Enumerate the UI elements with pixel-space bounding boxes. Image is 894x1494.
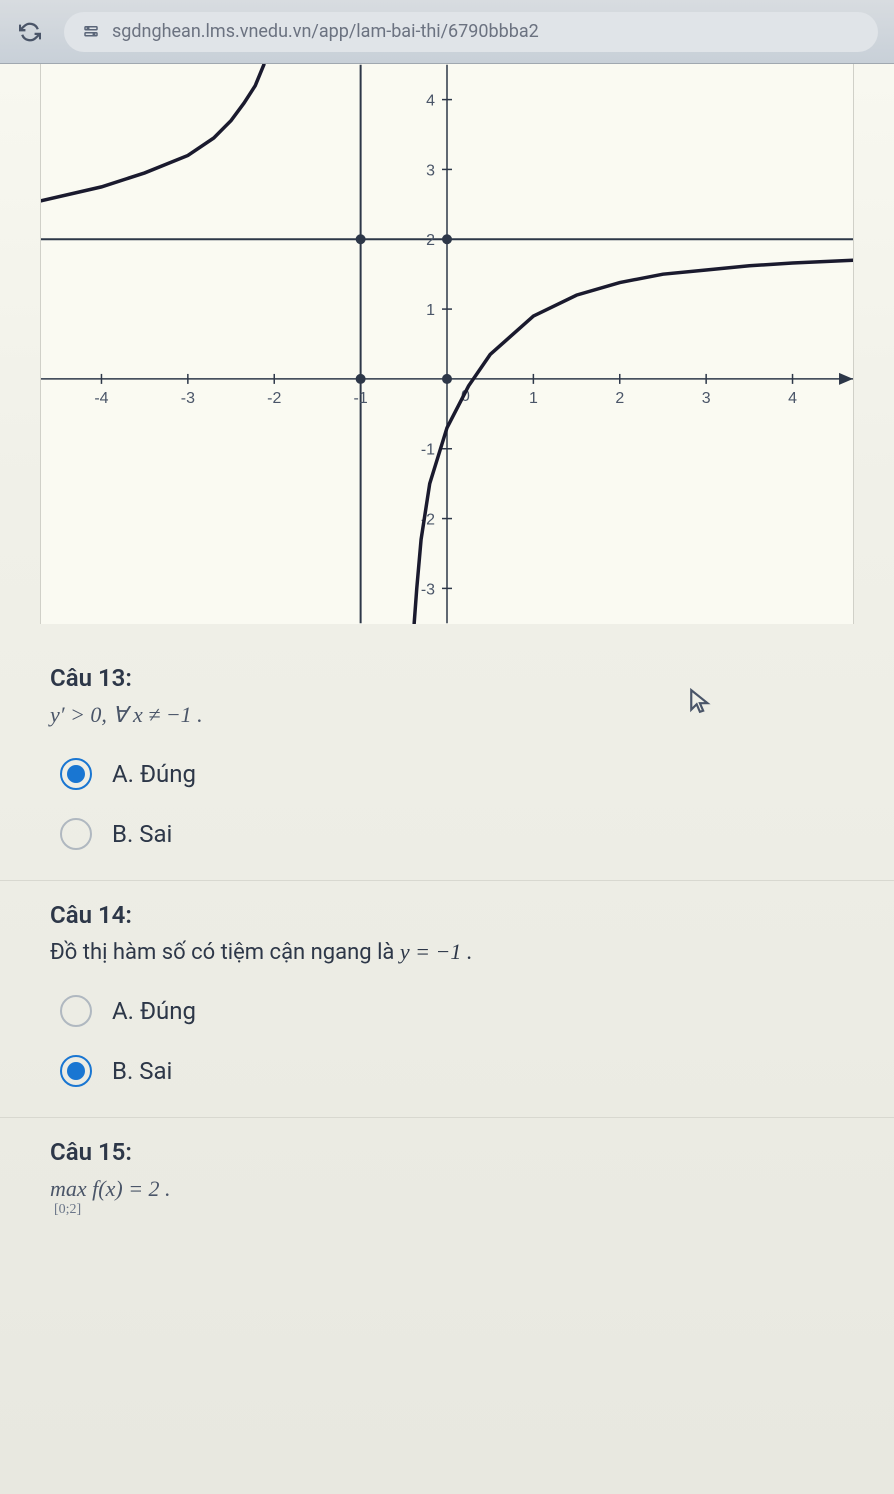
question-13-text: y′ > 0, ∀ x ≠ −1 . — [50, 702, 844, 728]
svg-text:-3: -3 — [421, 581, 435, 598]
option-14-B-label: B. Sai — [112, 1057, 172, 1085]
option-13-B[interactable]: B. Sai — [60, 818, 844, 850]
page-content: -4-3-2-101234-3-2-11234 Câu 13: y′ > 0, … — [0, 64, 894, 1494]
option-13-B-label: B. Sai — [112, 820, 172, 848]
reload-icon[interactable] — [16, 18, 44, 46]
chart-svg: -4-3-2-101234-3-2-11234 — [41, 64, 853, 624]
question-15-title: Câu 15: — [50, 1138, 844, 1166]
url-text: sgdnghean.lms.vnedu.vn/app/lam-bai-thi/6… — [112, 21, 862, 42]
browser-address-bar: sgdnghean.lms.vnedu.vn/app/lam-bai-thi/6… — [0, 0, 894, 64]
radio-14-A[interactable] — [60, 995, 92, 1027]
option-13-A-label: A. Đúng — [112, 760, 196, 788]
svg-text:-4: -4 — [94, 390, 108, 407]
function-graph: -4-3-2-101234-3-2-11234 — [40, 64, 854, 624]
svg-text:2: 2 — [615, 390, 624, 407]
url-bar[interactable]: sgdnghean.lms.vnedu.vn/app/lam-bai-thi/6… — [64, 12, 878, 52]
svg-text:-1: -1 — [421, 442, 435, 459]
question-14-options: A. Đúng B. Sai — [50, 995, 844, 1087]
question-13: Câu 13: y′ > 0, ∀ x ≠ −1 . A. Đúng B. Sa… — [0, 644, 894, 881]
svg-text:1: 1 — [529, 390, 538, 407]
cursor-icon — [688, 686, 714, 723]
radio-13-B[interactable] — [60, 818, 92, 850]
option-14-A-label: A. Đúng — [112, 997, 196, 1025]
radio-13-A[interactable] — [60, 758, 92, 790]
svg-text:-2: -2 — [267, 390, 281, 407]
question-14-title: Câu 14: — [50, 901, 844, 929]
question-13-title: Câu 13: — [50, 664, 844, 692]
svg-text:-1: -1 — [354, 390, 368, 407]
q15-subscript: [0;2] — [54, 1202, 171, 1218]
option-14-B[interactable]: B. Sai — [60, 1055, 844, 1087]
svg-text:-3: -3 — [181, 390, 195, 407]
svg-text:4: 4 — [788, 390, 797, 407]
question-14-text: Đồ thị hàm số có tiệm cận ngang là y = −… — [50, 939, 844, 965]
question-15-text: max f(x) = 2 . [0;2] — [50, 1176, 844, 1218]
svg-text:1: 1 — [426, 302, 435, 319]
question-15: Câu 15: max f(x) = 2 . [0;2] — [0, 1118, 894, 1248]
svg-text:4: 4 — [426, 93, 435, 110]
q14-text-prefix: Đồ thị hàm số có tiệm cận ngang là — [50, 940, 400, 965]
radio-14-B[interactable] — [60, 1055, 92, 1087]
svg-text:2: 2 — [426, 232, 435, 249]
question-13-options: A. Đúng B. Sai — [50, 758, 844, 850]
option-13-A[interactable]: A. Đúng — [60, 758, 844, 790]
option-14-A[interactable]: A. Đúng — [60, 995, 844, 1027]
svg-text:3: 3 — [426, 162, 435, 179]
site-settings-icon[interactable] — [80, 21, 102, 43]
question-14: Câu 14: Đồ thị hàm số có tiệm cận ngang … — [0, 881, 894, 1118]
svg-text:3: 3 — [702, 390, 711, 407]
